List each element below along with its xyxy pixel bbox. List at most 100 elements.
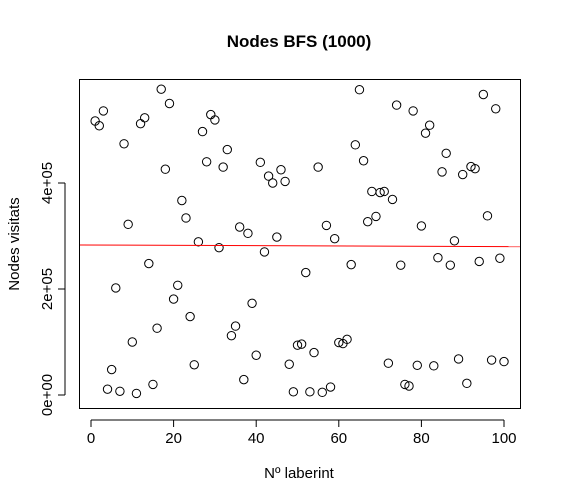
- data-point: [193, 237, 204, 247]
- x-tick-label: 20: [165, 430, 182, 447]
- data-point: [185, 311, 195, 322]
- data-point: [131, 388, 142, 399]
- data-point: [400, 379, 410, 390]
- data-point: [127, 337, 138, 347]
- data-point: [230, 321, 241, 331]
- data-point: [210, 115, 220, 125]
- data-point: [495, 253, 505, 263]
- data-point: [342, 334, 352, 345]
- data-point: [111, 283, 121, 293]
- data-point: [313, 162, 323, 172]
- data-point: [470, 163, 480, 174]
- data-point: [404, 381, 414, 391]
- data-point: [305, 387, 315, 397]
- data-point: [284, 359, 294, 369]
- data-point: [123, 219, 133, 230]
- data-point: [441, 148, 451, 159]
- data-point: [367, 186, 377, 197]
- data-point: [491, 104, 501, 114]
- data-point: [346, 259, 356, 270]
- data-point: [106, 364, 117, 375]
- data-point: [272, 232, 282, 242]
- data-point: [181, 213, 191, 223]
- data-point: [354, 85, 365, 95]
- data-point: [317, 387, 327, 398]
- data-point: [321, 220, 332, 231]
- data-point: [98, 106, 109, 116]
- x-tick-label: 40: [248, 430, 265, 447]
- data-point: [135, 118, 146, 129]
- data-point: [263, 171, 274, 181]
- y-axis-label: Nodes visitats: [6, 197, 23, 290]
- data-point: [255, 157, 266, 168]
- data-point: [268, 178, 278, 188]
- data-point: [239, 374, 249, 385]
- y-tick-label: 0e+00: [39, 374, 56, 416]
- data-point: [296, 339, 307, 349]
- x-tick-label: 60: [330, 430, 347, 447]
- data-point: [424, 120, 435, 130]
- data-point: [486, 355, 497, 365]
- data-point: [371, 211, 381, 222]
- data-point: [499, 356, 509, 367]
- data-point: [325, 382, 336, 392]
- data-point: [160, 164, 171, 174]
- x-tick-label: 0: [87, 430, 95, 447]
- data-point: [139, 113, 150, 123]
- data-point: [152, 323, 162, 333]
- data-point: [156, 84, 166, 94]
- data-point: [474, 256, 484, 267]
- data-point: [329, 233, 340, 244]
- data-point: [433, 253, 443, 263]
- y-tick-label: 4e+05: [39, 162, 56, 204]
- data-point: [445, 260, 456, 270]
- data-point: [375, 187, 385, 198]
- data-point: [102, 384, 113, 394]
- data-point: [412, 360, 422, 371]
- data-point: [387, 194, 398, 205]
- data-point: [189, 360, 199, 370]
- data-point: [478, 89, 489, 100]
- x-axis: 0 20 40 60 80 100: [87, 419, 517, 447]
- data-point: [334, 337, 344, 348]
- data-point: [391, 100, 402, 110]
- data-point: [206, 109, 216, 120]
- data-point: [396, 260, 406, 270]
- x-axis-label: Nº laberint: [264, 465, 335, 482]
- data-point: [164, 98, 175, 109]
- data-point: [420, 128, 431, 138]
- data-point: [309, 347, 319, 358]
- y-tick-label: 2e+05: [39, 268, 56, 310]
- data-point: [148, 379, 158, 390]
- data-point: [429, 361, 439, 371]
- data-point: [292, 340, 303, 350]
- x-tick-label: 100: [491, 430, 516, 447]
- data-point: [408, 106, 418, 116]
- data-point: [276, 165, 286, 175]
- data-point: [234, 222, 245, 232]
- data-point: [437, 167, 447, 177]
- data-point: [482, 211, 493, 221]
- data-point: [280, 176, 290, 187]
- data-point: [218, 162, 228, 172]
- data-point: [201, 157, 212, 167]
- data-point: [383, 358, 394, 368]
- data-point: [363, 216, 373, 227]
- data-point: [358, 156, 369, 166]
- data-point: [168, 294, 179, 304]
- data-point: [197, 126, 208, 137]
- data-point: [119, 139, 129, 149]
- plot-frame: [79, 79, 521, 409]
- data-point: [243, 228, 253, 239]
- data-point: [462, 378, 472, 389]
- chart-title: Nodes BFS (1000): [227, 32, 372, 51]
- y-axis: 0e+00 2e+05 4e+05: [39, 162, 66, 416]
- data-point: [301, 267, 311, 278]
- data-point: [416, 221, 427, 231]
- data-point: [251, 350, 261, 360]
- data-point: [458, 169, 468, 180]
- data-point: [173, 280, 183, 290]
- data-point: [453, 354, 464, 364]
- data-point: [350, 140, 361, 150]
